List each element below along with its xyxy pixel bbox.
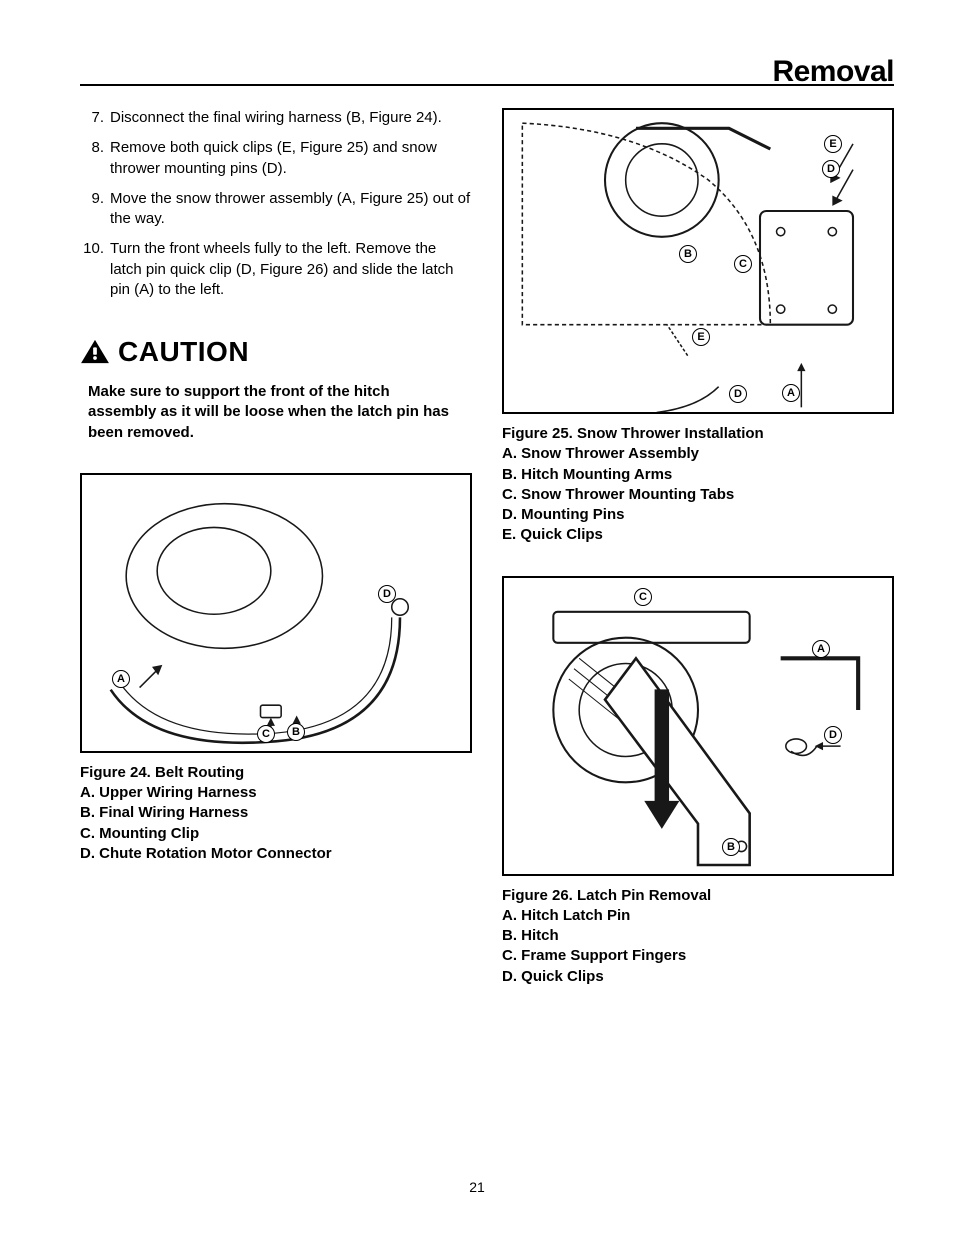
figure-legend-item: B. Final Wiring Harness [80, 803, 472, 823]
caution-word: CAUTION [118, 336, 249, 368]
page-number: 21 [0, 1179, 954, 1195]
callout-label: B [679, 245, 697, 263]
figure-26-box: A B C D [502, 576, 894, 876]
figure-24-caption: Figure 24. Belt Routing A. Upper Wiring … [80, 763, 472, 864]
figure-legend-item: B. Hitch Mounting Arms [502, 465, 894, 485]
figure-24-illustration [90, 483, 462, 753]
callout-label: E [824, 135, 842, 153]
figure-title: Figure 24. Belt Routing [80, 763, 472, 783]
warning-icon [80, 339, 110, 365]
step-text: Move the snow thrower assembly (A, Figur… [110, 189, 472, 230]
step-item: 8. Remove both quick clips (E, Figure 25… [80, 138, 472, 179]
content-columns: 7. Disconnect the final wiring harness (… [80, 108, 894, 987]
figure-legend-item: C. Snow Thrower Mounting Tabs [502, 485, 894, 505]
figure-legend-item: C. Frame Support Fingers [502, 946, 894, 966]
callout-label: A [812, 640, 830, 658]
figure-title: Figure 25. Snow Thrower Installation [502, 424, 894, 444]
step-number: 7. [80, 108, 104, 128]
steps-list: 7. Disconnect the final wiring harness (… [80, 108, 472, 300]
callout-label: A [782, 384, 800, 402]
figure-24-box: A B C D [80, 473, 472, 753]
callout-label: B [722, 838, 740, 856]
figure-legend-item: A. Upper Wiring Harness [80, 783, 472, 803]
callout-label: E [692, 328, 710, 346]
step-number: 10. [80, 239, 104, 300]
caution-block: CAUTION Make sure to support the front o… [80, 336, 472, 443]
callout-label: D [822, 160, 840, 178]
step-number: 8. [80, 138, 104, 179]
figure-legend-item: E. Quick Clips [502, 525, 894, 545]
callout-label: D [378, 585, 396, 603]
left-column: 7. Disconnect the final wiring harness (… [80, 108, 472, 987]
callout-label: C [257, 725, 275, 743]
figure-legend-item: D. Chute Rotation Motor Connector [80, 844, 472, 864]
step-number: 9. [80, 189, 104, 230]
callout-label: D [729, 385, 747, 403]
step-text: Turn the front wheels fully to the left.… [110, 239, 472, 300]
callout-label: B [287, 723, 305, 741]
figure-26-caption: Figure 26. Latch Pin Removal A. Hitch La… [502, 886, 894, 987]
figure-25-box: A B C D D E E [502, 108, 894, 414]
callout-label: A [112, 670, 130, 688]
right-column: A B C D D E E Figure 25. Snow Thrower In… [502, 108, 894, 987]
step-item: 9. Move the snow thrower assembly (A, Fi… [80, 189, 472, 230]
section-title: Removal [772, 55, 894, 89]
step-item: 10. Turn the front wheels fully to the l… [80, 239, 472, 300]
step-item: 7. Disconnect the final wiring harness (… [80, 108, 472, 128]
step-text: Disconnect the final wiring harness (B, … [110, 108, 472, 128]
step-text: Remove both quick clips (E, Figure 25) a… [110, 138, 472, 179]
figure-25-caption: Figure 25. Snow Thrower Installation A. … [502, 424, 894, 546]
figure-legend-item: A. Snow Thrower Assembly [502, 444, 894, 464]
callout-label: C [634, 588, 652, 606]
figure-title: Figure 26. Latch Pin Removal [502, 886, 894, 906]
figure-legend-item: B. Hitch [502, 926, 894, 946]
figure-legend-item: D. Quick Clips [502, 967, 894, 987]
caution-heading: CAUTION [80, 336, 472, 368]
figure-legend-item: A. Hitch Latch Pin [502, 906, 894, 926]
figure-legend-item: C. Mounting Clip [80, 824, 472, 844]
caution-text: Make sure to support the front of the hi… [80, 382, 472, 443]
callout-label: D [824, 726, 842, 744]
figure-legend-item: D. Mounting Pins [502, 505, 894, 525]
callout-label: C [734, 255, 752, 273]
